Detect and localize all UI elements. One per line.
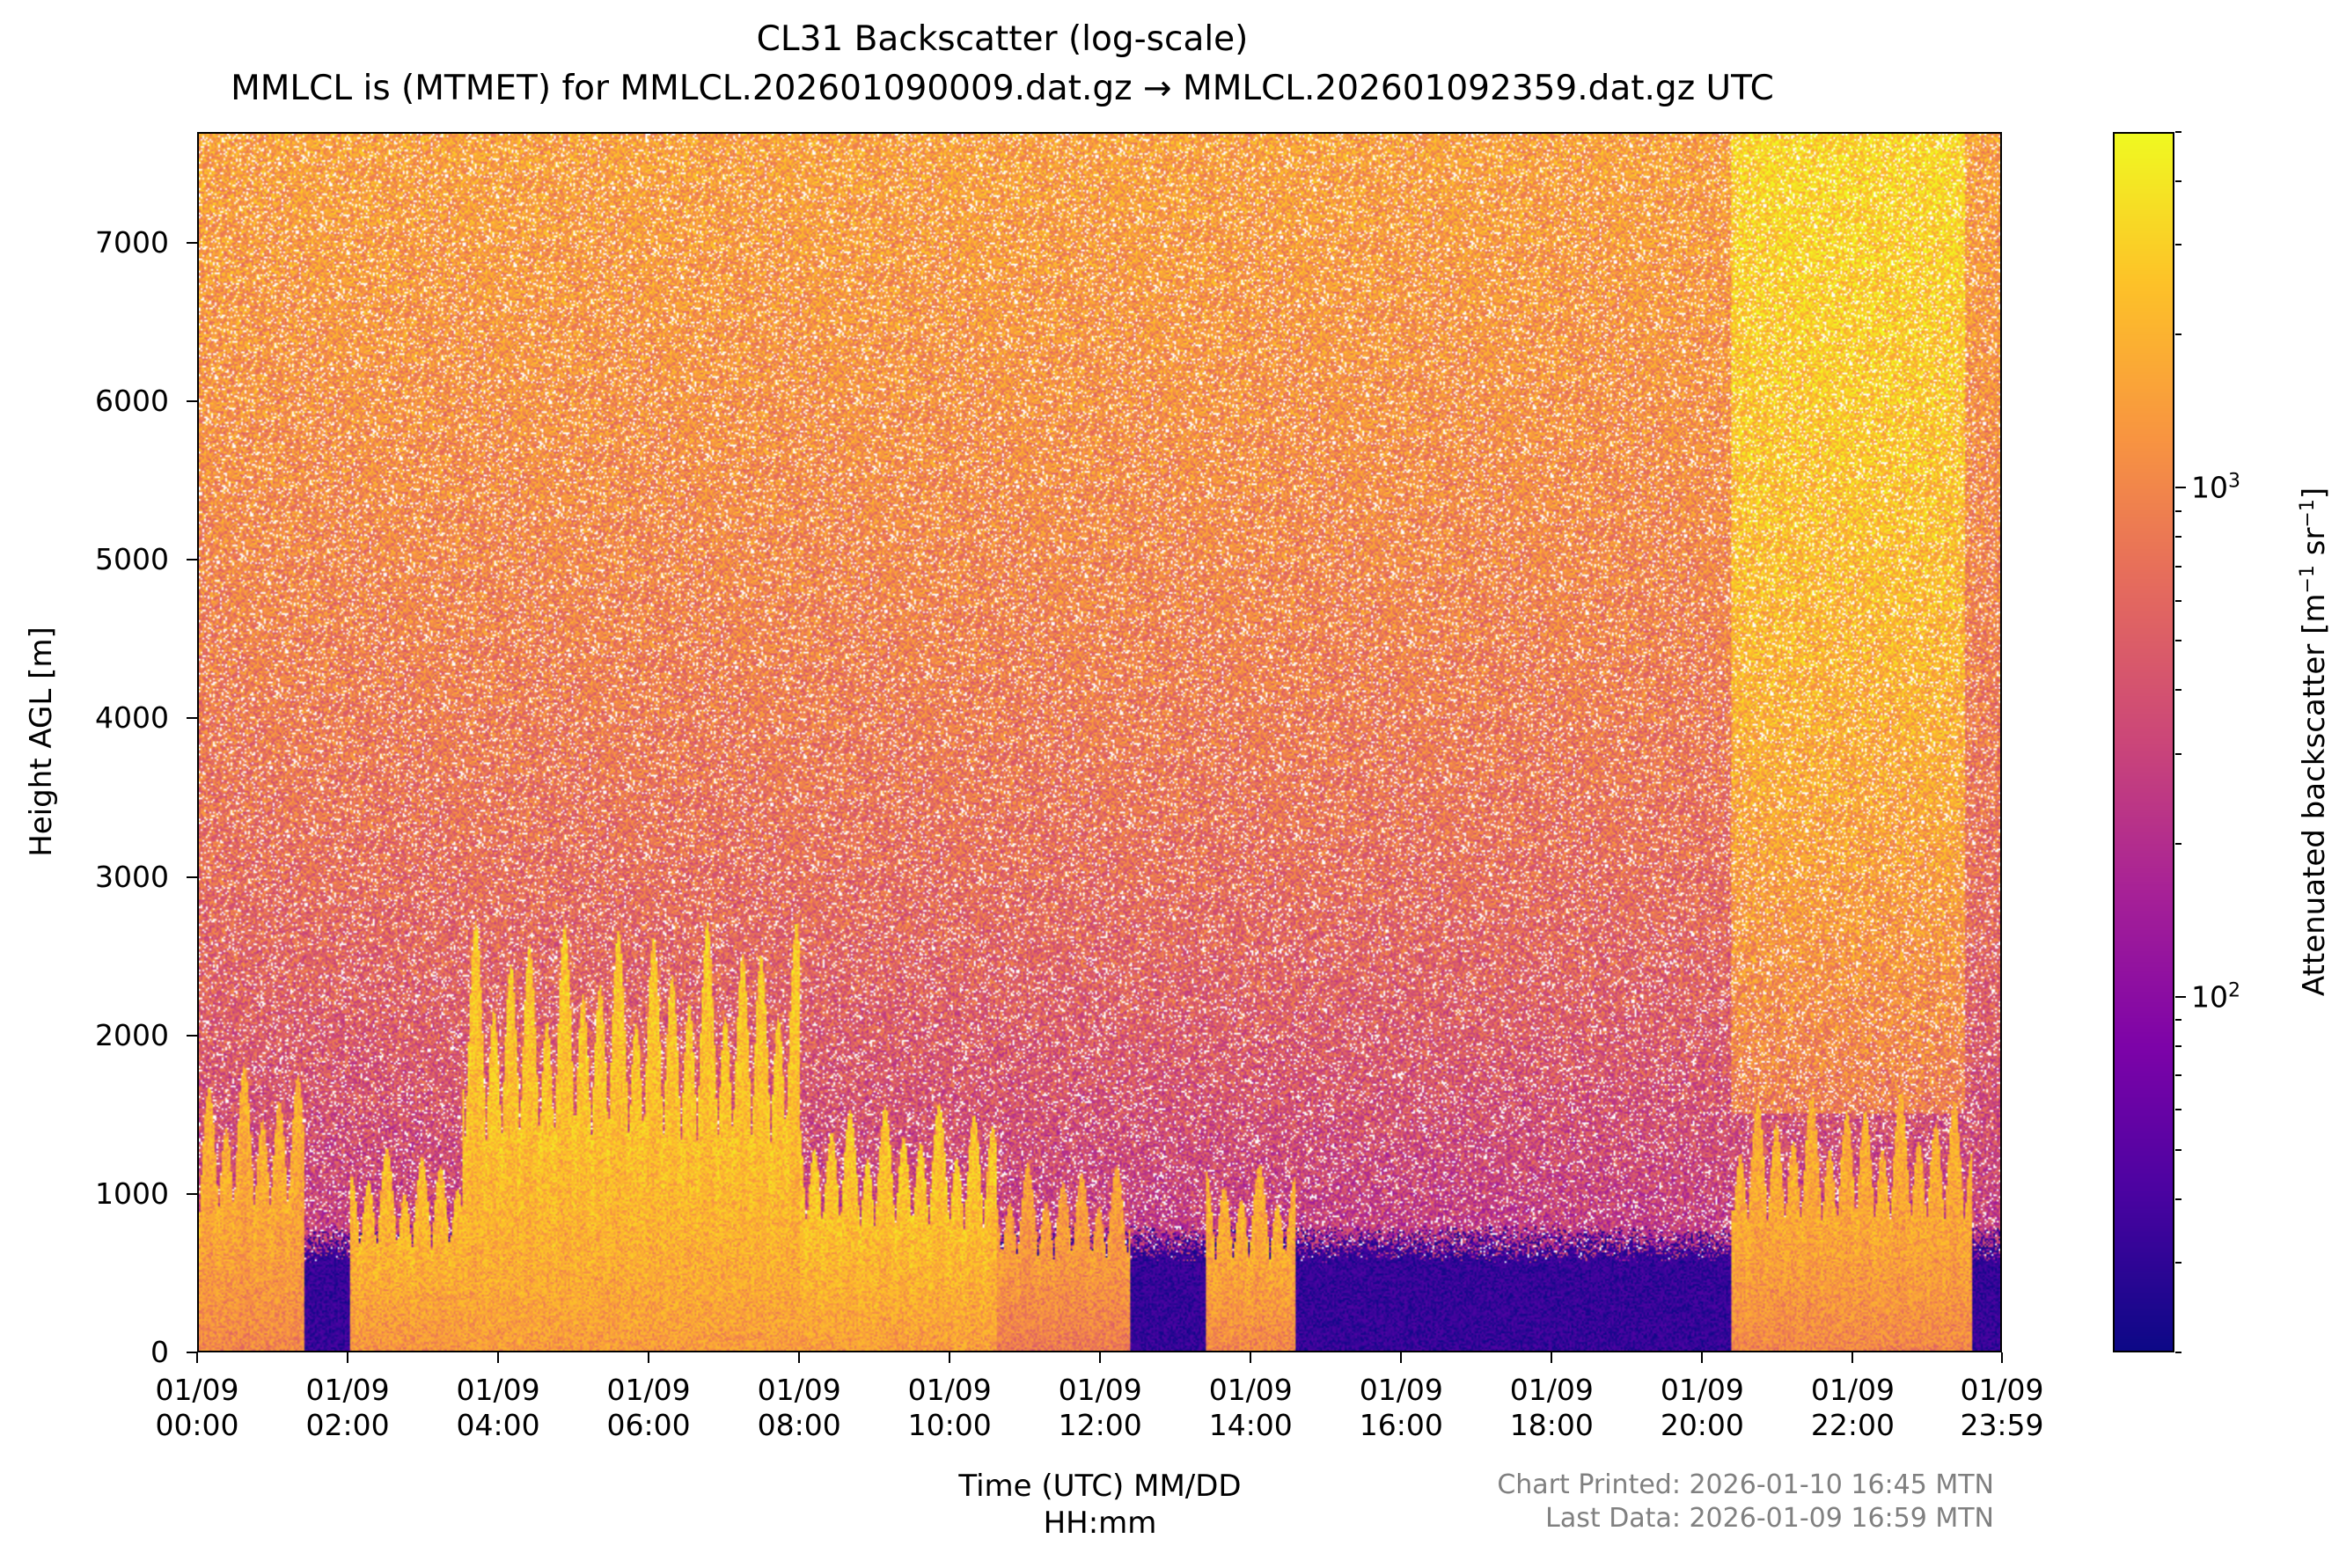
x-tick-mark (347, 1352, 349, 1363)
colorbar-minor-tick (2175, 640, 2181, 642)
colorbar-minor-tick (2175, 180, 2181, 183)
colorbar-minor-tick (2175, 1198, 2181, 1200)
y-tick-mark (187, 242, 197, 245)
x-axis-label-line2: HH:mm (1043, 1506, 1157, 1541)
colorbar-minor-tick (2175, 1352, 2181, 1353)
colorbar-minor-tick (2175, 752, 2181, 755)
x-tick-mark (1250, 1352, 1252, 1363)
x-tick-label: 01/09 02:00 (305, 1373, 390, 1442)
colorbar-minor-tick (2175, 689, 2181, 692)
colorbar-minor-tick (2175, 1019, 2181, 1022)
chart-printed-text: Chart Printed: 2026-01-10 16:45 MTN (1497, 1469, 1994, 1500)
x-tick-mark (648, 1352, 650, 1363)
colorbar-minor-tick (2175, 1074, 2181, 1077)
x-tick-mark (798, 1352, 801, 1363)
x-tick-label: 01/09 18:00 (1509, 1373, 1594, 1442)
colorbar-minor-tick (2175, 1148, 2181, 1151)
y-tick-label: 5000 (95, 542, 169, 577)
y-tick-label: 2000 (95, 1017, 169, 1052)
x-tick-label: 01/09 12:00 (1058, 1373, 1142, 1442)
y-tick-label: 4000 (95, 700, 169, 736)
y-tick-mark (187, 1352, 197, 1353)
y-tick-label: 1000 (95, 1176, 169, 1211)
backscatter-heatmap (199, 134, 2000, 1351)
colorbar-tick-label: 102 (2191, 979, 2240, 1015)
colorbar-minor-tick (2175, 509, 2181, 512)
colorbar-tick-mark (2175, 487, 2186, 489)
x-tick-mark (1851, 1352, 1854, 1363)
chart-subtitle: MMLCL is (MTMET) for MMLCL.202601090009.… (231, 69, 1774, 108)
x-tick-mark (1701, 1352, 1704, 1363)
y-tick-label: 6000 (95, 384, 169, 419)
colorbar-minor-tick (2175, 244, 2181, 246)
y-axis-label: Height AGL [m] (24, 626, 59, 857)
x-tick-mark (497, 1352, 500, 1363)
x-tick-label: 01/09 06:00 (606, 1373, 691, 1442)
y-tick-mark (187, 876, 197, 878)
colorbar-minor-tick (2175, 599, 2181, 602)
colorbar-minor-tick (2175, 1262, 2181, 1264)
x-tick-label: 01/09 08:00 (757, 1373, 841, 1442)
y-tick-label: 0 (150, 1335, 169, 1369)
x-tick-mark (2001, 1352, 2003, 1363)
colorbar-minor-tick (2175, 1109, 2181, 1111)
y-tick-mark (187, 1192, 197, 1195)
colorbar-tick-mark (2175, 995, 2186, 998)
y-tick-mark (187, 1034, 197, 1037)
x-tick-label: 01/09 14:00 (1208, 1373, 1293, 1442)
x-tick-label: 01/09 16:00 (1359, 1373, 1443, 1442)
heatmap-plot-area (197, 132, 2002, 1352)
y-tick-label: 3000 (95, 859, 169, 894)
colorbar-minor-tick (2175, 536, 2181, 539)
chart-title: CL31 Backscatter (log-scale) (756, 19, 1249, 59)
y-tick-mark (187, 717, 197, 720)
x-tick-mark (949, 1352, 951, 1363)
colorbar-label: Attenuated backscatter [m−1 sr−1] (2296, 487, 2333, 997)
colorbar-tick-label: 103 (2191, 470, 2240, 505)
colorbar-minor-tick (2175, 565, 2181, 568)
x-tick-label: 01/09 04:00 (456, 1373, 540, 1442)
x-tick-mark (1099, 1352, 1102, 1363)
y-tick-mark (187, 400, 197, 403)
x-tick-label: 01/09 00:00 (155, 1373, 239, 1442)
x-tick-label: 01/09 22:00 (1810, 1373, 1895, 1442)
x-tick-label: 01/09 23:59 (1960, 1373, 2044, 1442)
x-tick-mark (1400, 1352, 1403, 1363)
last-data-text: Last Data: 2026-01-09 16:59 MTN (1545, 1503, 1994, 1534)
y-tick-mark (187, 559, 197, 561)
colorbar-minor-tick (2175, 842, 2181, 845)
colorbar-minor-tick (2175, 131, 2181, 133)
x-tick-mark (1551, 1352, 1553, 1363)
colorbar-minor-tick (2175, 333, 2181, 336)
x-tick-label: 01/09 10:00 (907, 1373, 992, 1442)
colorbar-minor-tick (2175, 1044, 2181, 1047)
colorbar (2113, 132, 2174, 1352)
x-axis-label: Time (UTC) MM/DD HH:mm (958, 1468, 1241, 1542)
y-tick-label: 7000 (95, 225, 169, 260)
x-axis-label-line1: Time (UTC) MM/DD (958, 1469, 1242, 1504)
x-tick-label: 01/09 20:00 (1660, 1373, 1744, 1442)
x-tick-mark (196, 1352, 198, 1363)
